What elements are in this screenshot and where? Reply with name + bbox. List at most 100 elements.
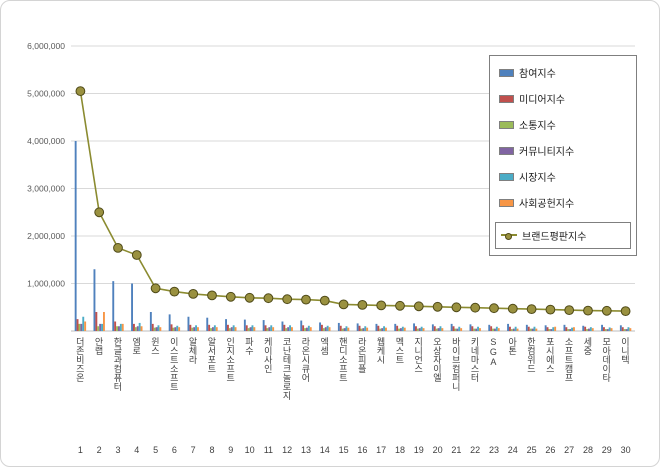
bar-series2-cat22 xyxy=(473,328,476,332)
bar-series0-cat27 xyxy=(563,324,566,331)
bar-series0-cat8 xyxy=(206,317,209,331)
bar-series2-cat20 xyxy=(435,328,438,332)
x-rank-label: 18 xyxy=(394,445,405,455)
bar-series4-cat6 xyxy=(176,325,179,331)
x-category-label: 한글과컴퓨터 xyxy=(112,337,123,391)
bar-series4-cat9 xyxy=(232,325,235,331)
bar-series2-cat6 xyxy=(172,327,175,332)
line-marker-3 xyxy=(113,243,123,253)
bar-series3-cat6 xyxy=(174,327,177,331)
x-rank-label: 19 xyxy=(413,445,424,455)
bar-series0-cat20 xyxy=(431,324,434,331)
bar-series1-cat27 xyxy=(565,327,568,331)
bar-series4-cat3 xyxy=(119,323,122,332)
bar-series3-cat29 xyxy=(606,329,609,331)
legend-item-4: 시장지수 xyxy=(499,169,627,184)
line-marker-24 xyxy=(507,303,518,314)
x-rank-label: 13 xyxy=(300,445,311,455)
bar-series0-cat3 xyxy=(112,281,115,332)
legend-swatch-icon xyxy=(499,146,514,155)
bar-series5-cat7 xyxy=(197,327,199,331)
y-axis-tick-label: 4,000,000 xyxy=(27,136,65,146)
line-marker-26 xyxy=(545,304,556,315)
x-category-label: 코난테크놀로지 xyxy=(281,337,292,400)
bar-series0-cat5 xyxy=(149,312,152,331)
bar-series0-cat15 xyxy=(337,322,340,331)
line-marker-20 xyxy=(432,301,443,312)
bar-series0-cat12 xyxy=(281,321,284,331)
line-marker-13 xyxy=(301,294,311,305)
bar-series0-cat9 xyxy=(225,319,227,332)
bar-series5-cat1 xyxy=(84,321,87,331)
bar-series4-cat7 xyxy=(195,325,197,331)
legend-label: 사회공헌지수 xyxy=(519,199,575,210)
bar-series1-cat6 xyxy=(170,324,173,331)
bar-series0-cat17 xyxy=(375,323,378,332)
bar-series2-cat21 xyxy=(454,328,457,332)
bar-series5-cat3 xyxy=(121,323,124,332)
chart-legend: 참여지수 미디어지수 소통지수 커뮤니티지수 시장지수 사회공헌지수 브랜드평판지수 xyxy=(489,55,637,256)
x-rank-label: 30 xyxy=(620,445,631,455)
bar-series5-cat13 xyxy=(309,327,312,331)
x-rank-label: 22 xyxy=(470,445,481,455)
bar-series2-cat27 xyxy=(567,329,570,331)
line-marker-21 xyxy=(451,302,462,313)
line-marker-28 xyxy=(583,305,593,316)
bar-series1-cat15 xyxy=(339,325,342,331)
x-rank-label: 14 xyxy=(319,445,330,455)
bar-series3-cat1 xyxy=(80,323,83,332)
x-category-label: 인지소프트 xyxy=(225,337,236,382)
bar-series0-cat7 xyxy=(187,316,190,331)
bar-series4-cat15 xyxy=(345,326,348,331)
bar-series3-cat5 xyxy=(155,327,158,331)
x-category-label: 알체라 xyxy=(187,337,198,364)
bar-series5-cat21 xyxy=(460,328,463,331)
bar-series5-cat27 xyxy=(573,327,575,331)
bar-series5-cat10 xyxy=(253,327,256,331)
bar-series5-cat16 xyxy=(366,327,369,332)
bar-series0-cat11 xyxy=(262,320,265,331)
legend-item-0: 참여지수 xyxy=(499,65,627,80)
bar-series1-cat19 xyxy=(415,326,417,331)
bar-series1-cat21 xyxy=(452,326,455,331)
bar-series3-cat12 xyxy=(287,327,290,331)
y-axis-tick-label: 3,000,000 xyxy=(27,184,65,194)
bar-series4-cat16 xyxy=(364,326,367,331)
bar-series2-cat5 xyxy=(153,327,156,332)
bar-series3-cat18 xyxy=(400,328,402,331)
bar-series2-cat8 xyxy=(210,328,212,331)
bar-series1-cat2 xyxy=(95,312,98,331)
bar-series5-cat5 xyxy=(159,327,162,331)
bar-series3-cat21 xyxy=(456,328,459,332)
legend-swatch-icon xyxy=(499,120,514,129)
bar-series0-cat4 xyxy=(131,283,133,331)
bar-series5-cat23 xyxy=(497,328,500,331)
bar-series1-cat22 xyxy=(471,326,474,331)
bar-series2-cat12 xyxy=(285,328,288,331)
bar-series1-cat24 xyxy=(509,326,511,332)
bar-series3-cat3 xyxy=(118,326,120,331)
bar-series4-cat11 xyxy=(270,325,273,331)
bar-series1-cat20 xyxy=(433,326,436,331)
bar-series3-cat2 xyxy=(99,323,102,332)
legend-swatch-icon xyxy=(499,198,514,207)
bar-series4-cat10 xyxy=(251,325,254,331)
bar-series3-cat11 xyxy=(268,327,271,331)
x-category-label: 소프트캠프 xyxy=(563,337,574,382)
x-rank-label: 23 xyxy=(488,445,499,455)
bar-series5-cat2 xyxy=(103,312,105,331)
bar-series1-cat1 xyxy=(76,319,79,332)
x-rank-label: 9 xyxy=(228,445,234,455)
bar-series0-cat21 xyxy=(450,323,453,332)
legend-label: 커뮤니티지수 xyxy=(519,147,575,158)
bar-series1-cat11 xyxy=(264,325,267,331)
x-rank-label: 10 xyxy=(244,445,255,455)
bar-series3-cat23 xyxy=(494,328,496,332)
line-marker-22 xyxy=(470,302,481,313)
bar-series2-cat1 xyxy=(78,323,81,332)
bar-series1-cat10 xyxy=(245,325,248,331)
line-marker-27 xyxy=(564,305,575,316)
bar-series5-cat8 xyxy=(215,327,218,331)
x-category-label: 엑셈 xyxy=(319,337,330,355)
x-rank-label: 1 xyxy=(77,445,83,455)
